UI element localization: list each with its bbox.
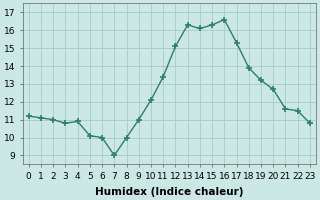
X-axis label: Humidex (Indice chaleur): Humidex (Indice chaleur) xyxy=(95,187,244,197)
